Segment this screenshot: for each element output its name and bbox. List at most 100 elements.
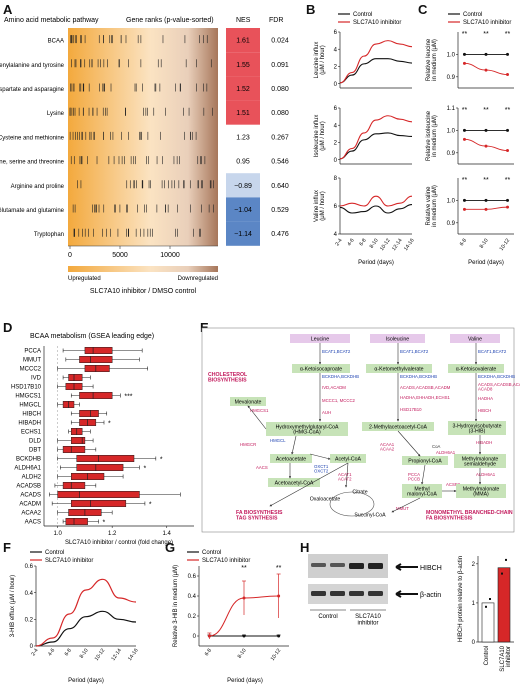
bar: [481, 602, 495, 643]
data-point: [277, 594, 281, 598]
enzyme-label: OXCT1 OXCT2: [314, 464, 329, 474]
series-line: [339, 58, 413, 84]
box: [68, 374, 83, 381]
gene-label: MMUT: [23, 358, 41, 364]
panel-label-a: A: [3, 2, 13, 17]
nes-cell: [226, 100, 260, 125]
significance-mark: **: [483, 31, 489, 38]
box: [65, 518, 88, 525]
series-line: [35, 578, 137, 647]
data-point: [505, 558, 507, 561]
enzyme-label: HIBCH: [478, 408, 491, 413]
node-oxaloacetate-label: Oxaloacetate: [310, 496, 341, 502]
y-tick-label: 0.4: [25, 591, 34, 597]
gene-label: HIBADH: [18, 421, 41, 427]
nes-cell: [226, 76, 260, 101]
node-leucine-label: Leucine: [311, 336, 329, 342]
fdr-value: 0.080: [271, 86, 289, 93]
fdr-value: 0.546: [271, 159, 289, 166]
pathway-label: Lysine: [47, 111, 65, 117]
header-nes: NES: [236, 17, 251, 24]
enzyme-label: HIBADH: [476, 440, 492, 445]
data-point: [462, 207, 466, 211]
y-axis-label: Relative isoleucinein medium (μM): [426, 110, 438, 161]
enzyme-label: BCKDHA,BCKDHB: [478, 374, 515, 379]
y-tick-label: 4: [334, 123, 338, 129]
node-acetoacetyl-coa-label: Acetoacetyl-CoA: [275, 480, 314, 486]
x-tick-label: 6-8: [459, 238, 468, 248]
pathway-label: Phenylalanine and tyrosine: [0, 63, 65, 69]
x-axis-label: Period (days): [227, 678, 263, 684]
significance-mark: **: [483, 107, 489, 114]
y-tick-label: 0: [193, 634, 197, 640]
y-tick-label: 0: [334, 158, 338, 164]
pathway-label: BCAA: [48, 39, 64, 45]
bcaa-leading-edge-boxplot: BCAA metabolism (GSEA leading edge) PCCA M…: [11, 333, 194, 546]
data-point: [485, 605, 487, 608]
enzyme-label: HADHA: [478, 396, 493, 401]
pathway-label: Glycine, serine and threonine: [0, 160, 65, 166]
data-point: [242, 634, 246, 638]
x-tick-label: 4-6: [346, 238, 355, 248]
pathway-arrow: [291, 435, 297, 455]
enzyme-label: HADHA,EHHADH,ECHS1: [400, 395, 451, 400]
enzyme-label: MCCC1, MCCC2: [322, 398, 356, 403]
node-propionyl-coa-label: Propionyl-CoA: [408, 458, 442, 464]
legend-control: Control: [353, 12, 372, 18]
y-tick-label: 8: [334, 176, 338, 182]
significance-mark: **: [505, 31, 511, 38]
upregulated-label: Upregulated: [68, 276, 101, 282]
y-tick-label: 0.9: [447, 75, 456, 81]
y-tick-label: 0.9: [447, 221, 456, 227]
y-tick-label: 0.4: [188, 594, 197, 600]
pathway-label: Aspartate and asparagine: [0, 87, 65, 93]
bar: [497, 567, 511, 643]
box: [71, 437, 86, 444]
y-tick-label: 0: [30, 644, 34, 650]
nes-cell: [226, 124, 260, 149]
y-axis-label: HIBCH protein relative to β-actin: [458, 556, 464, 642]
y-tick-label: 1: [472, 601, 476, 607]
x-tick-label: 10-12: [499, 238, 512, 252]
gene-label: AACS: [25, 520, 41, 526]
y-tick-label: 0.9: [447, 151, 456, 157]
blot-actin-label: β-actin: [420, 592, 441, 599]
nes-value: 1.61: [236, 38, 250, 45]
y-axis-label: Relative 3-HIB in medium (μM): [173, 565, 179, 647]
enzyme-label: ACSF3: [446, 482, 460, 487]
fdr-value: 0.476: [271, 231, 289, 238]
box: [62, 446, 86, 453]
bcaa-pathway-diagram: Leucine Isoleucine Valine α-Ketoisocaproate…: [201, 327, 520, 533]
series-line: [35, 610, 137, 647]
gene-label: DBT: [29, 448, 41, 454]
node-propionyl-coa: [402, 456, 448, 465]
enzyme-label: AUH: [322, 410, 331, 415]
node-valine: [450, 334, 500, 343]
y-tick-label: 1.0: [447, 53, 456, 59]
nes-value: 1.52: [236, 86, 250, 93]
panel-label-b: B: [306, 2, 316, 17]
gene-label: DLD: [29, 439, 42, 445]
data-point: [506, 198, 510, 202]
legend-control: Control: [202, 550, 221, 556]
downregulated-label: Downregulated: [178, 276, 218, 282]
node-mma: [456, 484, 506, 498]
x-tick-label: 4-6: [47, 648, 56, 658]
box: [79, 392, 113, 399]
enzyme-label: BCAT1,BCAT2: [478, 349, 507, 354]
node-hmg-coa-label: Hydroxymethylglutaryl-CoA (HMG-CoA): [276, 424, 339, 435]
node-succinyl-coa: [350, 510, 390, 519]
node-isoleucine-label: Isoleucine: [386, 336, 409, 342]
node-methylmalonyl-coa-label: Methyl malonyl-CoA: [407, 486, 437, 497]
gene-label: BCKDHB: [16, 457, 41, 463]
y-tick-label: 1.0: [447, 129, 456, 135]
node-mevalonate: [230, 397, 266, 406]
direction-gradient-bar: [68, 266, 218, 272]
node-hmg-coa: [266, 422, 348, 436]
header-pathway: Amino acid metabolic pathway: [4, 17, 99, 24]
series-line: [339, 115, 413, 160]
data-point: [501, 572, 503, 575]
series-line: [339, 40, 413, 84]
gene-label: IVD: [31, 376, 42, 382]
x-tick-label: 1.4: [163, 531, 172, 537]
